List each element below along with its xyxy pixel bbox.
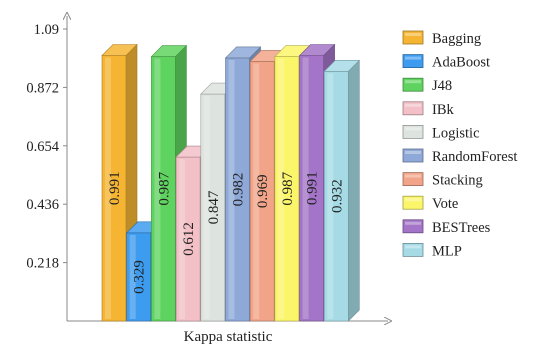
legend-swatch xyxy=(402,195,424,210)
legend-swatch xyxy=(402,219,424,234)
legend-swatch-highlight xyxy=(405,127,421,131)
y-tick-label: 0.436 xyxy=(26,197,59,213)
legend-label: RandomForest xyxy=(432,149,517,165)
bar-top-face xyxy=(323,60,361,72)
legend-swatch-highlight xyxy=(405,56,421,60)
legend-swatch xyxy=(402,172,424,187)
legend-item-randomforest: RandomForest xyxy=(402,148,517,165)
bar-side-face xyxy=(347,59,360,322)
bar-front-face xyxy=(225,57,250,322)
bar-top-face xyxy=(150,45,188,57)
bar-front-face xyxy=(323,71,349,322)
legend-swatch xyxy=(402,148,424,163)
legend-label: AdaBoost xyxy=(432,55,490,71)
bar-highlight xyxy=(105,57,111,319)
legend-swatch-highlight xyxy=(405,80,421,84)
bars: 0.991 0.329 0.987 0.612 0.847 0.982 0.969 0.987… xyxy=(101,43,361,322)
bar-value-label: 0.987 xyxy=(280,171,296,205)
legend-item-ibk: IBk xyxy=(402,101,455,118)
legend-label: Logistic xyxy=(432,125,480,141)
bar-highlight xyxy=(302,57,309,319)
legend-swatch xyxy=(402,30,424,45)
y-tick-label: 0.872 xyxy=(26,80,59,96)
legend-label: IBk xyxy=(432,102,455,118)
bar-value-label: 0.932 xyxy=(329,179,345,213)
legend-label: Bagging xyxy=(432,31,481,47)
bar-front-face xyxy=(274,56,300,322)
legend-label: MLP xyxy=(432,243,462,259)
bar-highlight xyxy=(179,159,186,319)
x-axis-label: Kappa statistic xyxy=(184,329,273,345)
legend-label: J48 xyxy=(432,78,452,94)
bar-highlight xyxy=(327,73,334,319)
bar-highlight xyxy=(277,58,284,319)
legend-item-mlp: MLP xyxy=(402,242,462,259)
bar-front-face xyxy=(299,55,324,322)
legend-label: BESTrees xyxy=(432,220,491,236)
y-tick-label: 0.218 xyxy=(26,256,59,272)
bar-value-label: 0.969 xyxy=(255,174,271,208)
y-tick-label: 1.09 xyxy=(34,22,59,38)
legend-swatch xyxy=(402,242,424,257)
legend-swatch xyxy=(402,77,424,92)
bar-mlp: 0.932 xyxy=(323,59,361,322)
legend-label: Stacking xyxy=(432,173,483,189)
bar-value-label: 0.847 xyxy=(206,190,222,224)
legend-swatch-highlight xyxy=(405,103,421,107)
legend-item-vote: Vote xyxy=(402,195,458,212)
bar-value-label: 0.991 xyxy=(305,171,321,205)
legend-item-bagging: Bagging xyxy=(402,30,481,47)
legend-swatch-highlight xyxy=(405,33,421,36)
bar-highlight xyxy=(129,234,136,319)
bar-highlight xyxy=(154,58,161,319)
bar-value-label: 0.991 xyxy=(107,171,123,205)
legend-item-logistic: Logistic xyxy=(402,125,480,141)
legend-item-stacking: Stacking xyxy=(402,172,483,189)
bar-highlight xyxy=(253,63,260,319)
legend-item-adaboost: AdaBoost xyxy=(402,54,490,71)
bar-front-face xyxy=(175,156,201,322)
bar-front-face xyxy=(200,93,226,322)
bar-top-face xyxy=(298,44,336,56)
legend-swatch-highlight xyxy=(405,174,421,178)
legend-swatch xyxy=(402,54,424,68)
legend-swatch-highlight xyxy=(405,151,421,154)
legend-swatch xyxy=(402,101,424,116)
bar-value-label: 0.612 xyxy=(181,222,197,256)
y-tick-label: 0.654 xyxy=(26,139,59,155)
legend-label: Vote xyxy=(432,196,458,212)
legend-swatch-highlight xyxy=(405,198,421,202)
legend-item-bestrees: BESTrees xyxy=(402,219,491,236)
bar-value-label: 0.329 xyxy=(132,260,148,294)
bar-front-face xyxy=(151,56,176,322)
bar-highlight xyxy=(203,96,210,319)
bar-top-face xyxy=(101,44,138,56)
bar-value-label: 0.982 xyxy=(231,173,247,207)
bar-top-face xyxy=(224,46,262,59)
legend: Bagging AdaBoost J48 IBk Logistic RandomFores… xyxy=(402,30,517,259)
legend-item-j48: J48 xyxy=(402,77,452,94)
legend-swatch-highlight xyxy=(405,245,421,249)
legend-swatch xyxy=(402,125,424,139)
legend-swatch-highlight xyxy=(405,221,421,225)
bar-highlight xyxy=(228,59,235,319)
bar-value-label: 0.987 xyxy=(156,171,172,205)
